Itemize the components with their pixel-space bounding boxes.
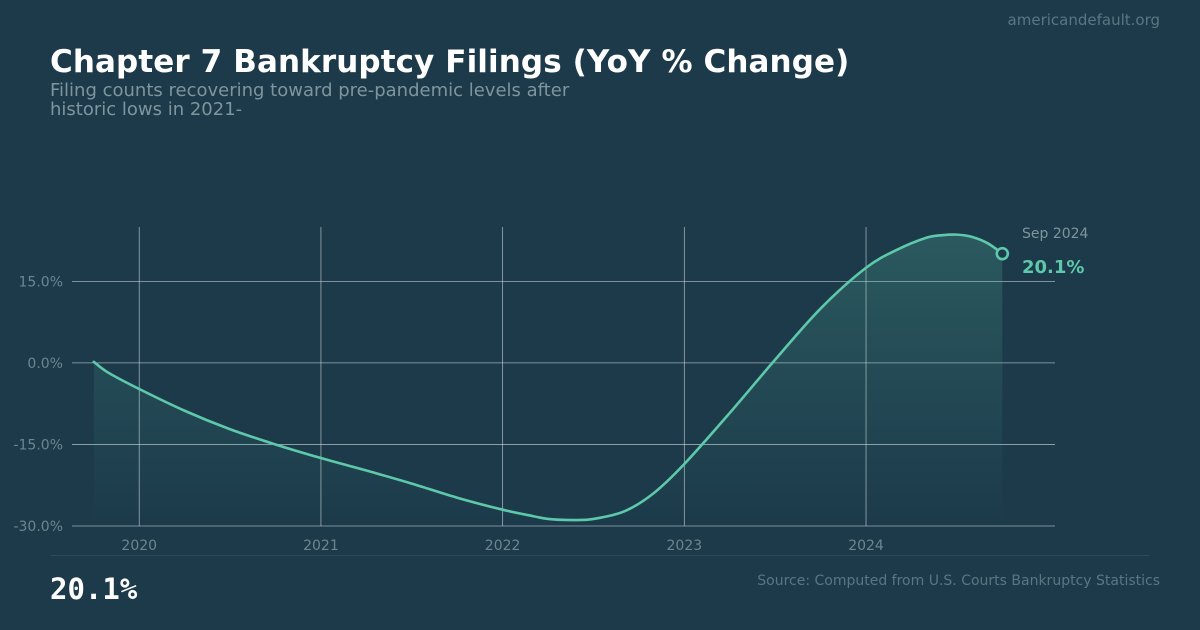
annotation-date: Sep 2024 [1022,226,1089,242]
y-tick-label: 15.0% [19,274,63,290]
series-line [92,233,1004,522]
chart-subtitle: Filing counts recovering toward pre-pand… [50,81,650,119]
x-tick-label: 2020 [121,538,157,554]
footer-divider [50,555,1150,556]
last-point-marker [995,246,1010,261]
source-note: Source: Computed from U.S. Courts Bankru… [757,573,1160,589]
x-tick-label: 2021 [303,538,339,554]
chart-title: Chapter 7 Bankruptcy Filings (YoY % Chan… [50,44,850,80]
y-tick-label: 0.0% [27,356,63,372]
area-fill [93,234,1003,526]
x-tick-label: 2023 [667,538,703,554]
x-tick-label: 2022 [485,538,521,554]
y-tick-label: -15.0% [13,437,63,453]
headline-value: 20.1% [50,572,138,606]
subtitle-line-1: Filing counts recovering toward pre-pand… [50,80,570,101]
annotation-value: 20.1% [1022,257,1084,278]
y-tick-label: -30.0% [13,519,63,535]
site-watermark: americandefault.org [1007,11,1160,29]
subtitle-line-2: historic lows in 2021- [50,99,243,120]
x-tick-label: 2024 [848,538,884,554]
